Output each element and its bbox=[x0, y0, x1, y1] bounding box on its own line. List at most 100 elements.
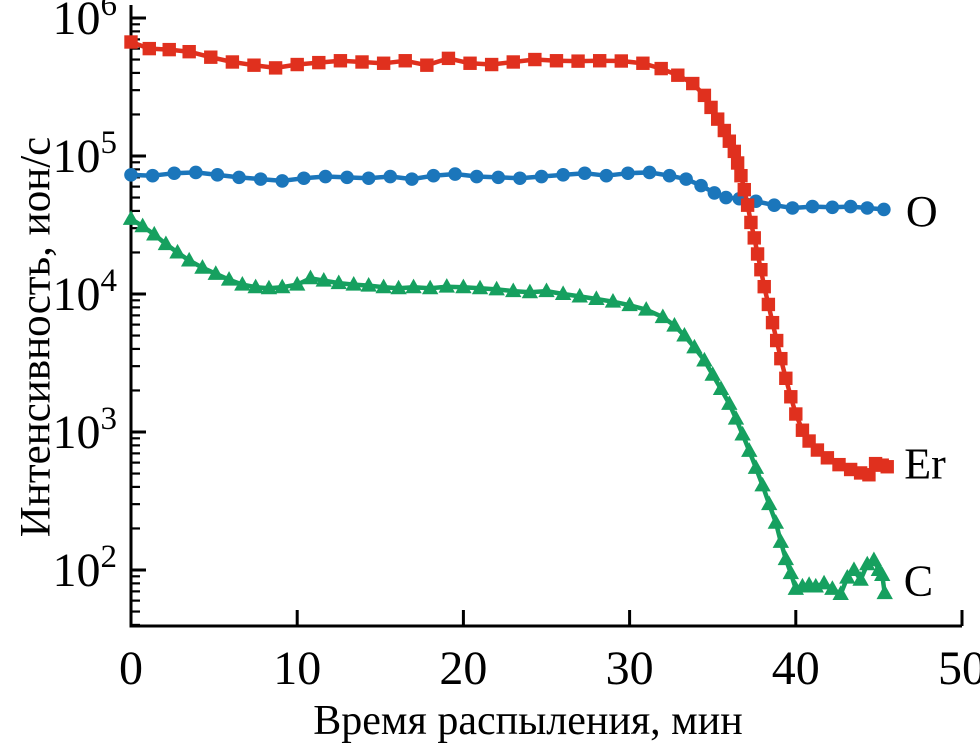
circle-marker bbox=[785, 201, 800, 215]
triangle-marker bbox=[712, 380, 730, 395]
y-axis: 106 105 104 103 102 bbox=[53, 0, 146, 627]
triangle-marker bbox=[146, 225, 163, 241]
circle-marker bbox=[383, 169, 398, 184]
triangle-marker bbox=[330, 274, 347, 290]
circle-marker bbox=[145, 168, 160, 183]
circle-marker bbox=[621, 166, 635, 181]
square-marker bbox=[355, 55, 369, 69]
square-marker bbox=[769, 333, 784, 348]
square-marker bbox=[614, 54, 628, 68]
triangle-marker bbox=[859, 555, 876, 571]
square-marker bbox=[636, 56, 650, 70]
square-marker bbox=[484, 57, 499, 72]
circle-marker bbox=[232, 170, 246, 185]
square-marker bbox=[312, 55, 326, 70]
square-marker bbox=[795, 423, 810, 437]
series-label-C: C bbox=[904, 557, 933, 606]
triangle-marker bbox=[686, 338, 703, 354]
triangle-marker bbox=[169, 243, 186, 259]
square-marker bbox=[441, 51, 456, 66]
triangle-marker bbox=[839, 569, 856, 584]
series-line-C bbox=[128, 216, 887, 597]
triangle-marker bbox=[741, 442, 758, 457]
square-marker bbox=[862, 468, 876, 482]
triangle-marker bbox=[488, 280, 505, 296]
triangle-marker bbox=[289, 275, 306, 291]
square-marker bbox=[750, 247, 765, 261]
square-marker bbox=[727, 144, 742, 159]
circle-marker bbox=[469, 169, 484, 184]
x-tick-label: 20 bbox=[439, 642, 487, 695]
series-label-O: O bbox=[906, 187, 938, 236]
triangle-marker bbox=[220, 271, 238, 286]
circle-marker bbox=[843, 199, 858, 214]
triangle-marker bbox=[876, 584, 893, 600]
circle-marker bbox=[534, 169, 549, 184]
triangle-marker bbox=[505, 282, 522, 298]
square-marker bbox=[761, 297, 776, 312]
circle-marker bbox=[426, 168, 441, 183]
triangle-marker bbox=[666, 317, 683, 332]
triangle-marker bbox=[538, 282, 555, 298]
square-marker bbox=[182, 44, 196, 59]
y-tick-label: 102 bbox=[53, 539, 118, 597]
square-marker bbox=[757, 279, 771, 294]
triangle-marker bbox=[421, 279, 439, 295]
circle-marker bbox=[805, 199, 820, 214]
square-marker bbox=[765, 315, 780, 330]
triangle-marker bbox=[852, 571, 869, 586]
series-C: C bbox=[122, 210, 933, 606]
x-tick-label: 0 bbox=[119, 642, 143, 695]
triangle-marker bbox=[471, 279, 489, 295]
x-axis-title: Время распыления, мин bbox=[313, 698, 743, 744]
triangle-marker bbox=[865, 551, 883, 567]
triangle-marker bbox=[654, 308, 672, 324]
triangle-marker bbox=[157, 235, 175, 251]
triangle-marker bbox=[521, 283, 539, 299]
square-marker bbox=[697, 88, 712, 103]
circle-marker bbox=[767, 198, 781, 213]
square-marker bbox=[124, 35, 138, 49]
triangle-marker bbox=[621, 296, 638, 312]
circle-marker bbox=[210, 168, 225, 182]
triangle-marker bbox=[604, 293, 622, 308]
circle-marker bbox=[318, 169, 333, 184]
square-marker bbox=[747, 231, 761, 245]
square-marker bbox=[734, 168, 748, 183]
x-tick-label: 50 bbox=[938, 642, 980, 695]
triangle-marker bbox=[260, 279, 278, 295]
x-tick-label: 30 bbox=[606, 642, 654, 695]
triangle-marker bbox=[554, 285, 572, 300]
triangle-marker bbox=[134, 217, 151, 233]
circle-marker bbox=[556, 168, 570, 182]
square-marker bbox=[686, 76, 700, 91]
triangle-marker bbox=[571, 287, 588, 303]
square-marker bbox=[142, 41, 156, 56]
triangle-marker bbox=[761, 495, 778, 511]
square-marker bbox=[832, 457, 846, 472]
circle-marker bbox=[513, 171, 527, 186]
y-tick-label: 104 bbox=[53, 263, 118, 321]
square-marker bbox=[571, 54, 585, 68]
triangle-marker bbox=[180, 251, 198, 267]
square-marker bbox=[730, 156, 745, 170]
triangle-marker bbox=[767, 514, 785, 529]
square-marker bbox=[880, 460, 894, 474]
circle-marker bbox=[825, 200, 840, 215]
square-marker bbox=[333, 54, 348, 68]
triangle-marker bbox=[315, 272, 332, 287]
triangle-marker bbox=[874, 566, 891, 581]
square-marker bbox=[268, 61, 283, 75]
circle-marker bbox=[253, 172, 268, 186]
triangle-marker bbox=[734, 425, 751, 441]
square-marker bbox=[710, 112, 725, 126]
square-marker bbox=[820, 451, 835, 465]
y-tick-label: 103 bbox=[53, 401, 118, 459]
square-marker bbox=[420, 58, 434, 72]
triangle-marker bbox=[754, 476, 771, 492]
triangle-marker bbox=[845, 561, 863, 576]
circle-marker bbox=[275, 174, 290, 188]
x-tick-label: 10 bbox=[273, 642, 321, 695]
triangle-marker bbox=[588, 290, 605, 305]
